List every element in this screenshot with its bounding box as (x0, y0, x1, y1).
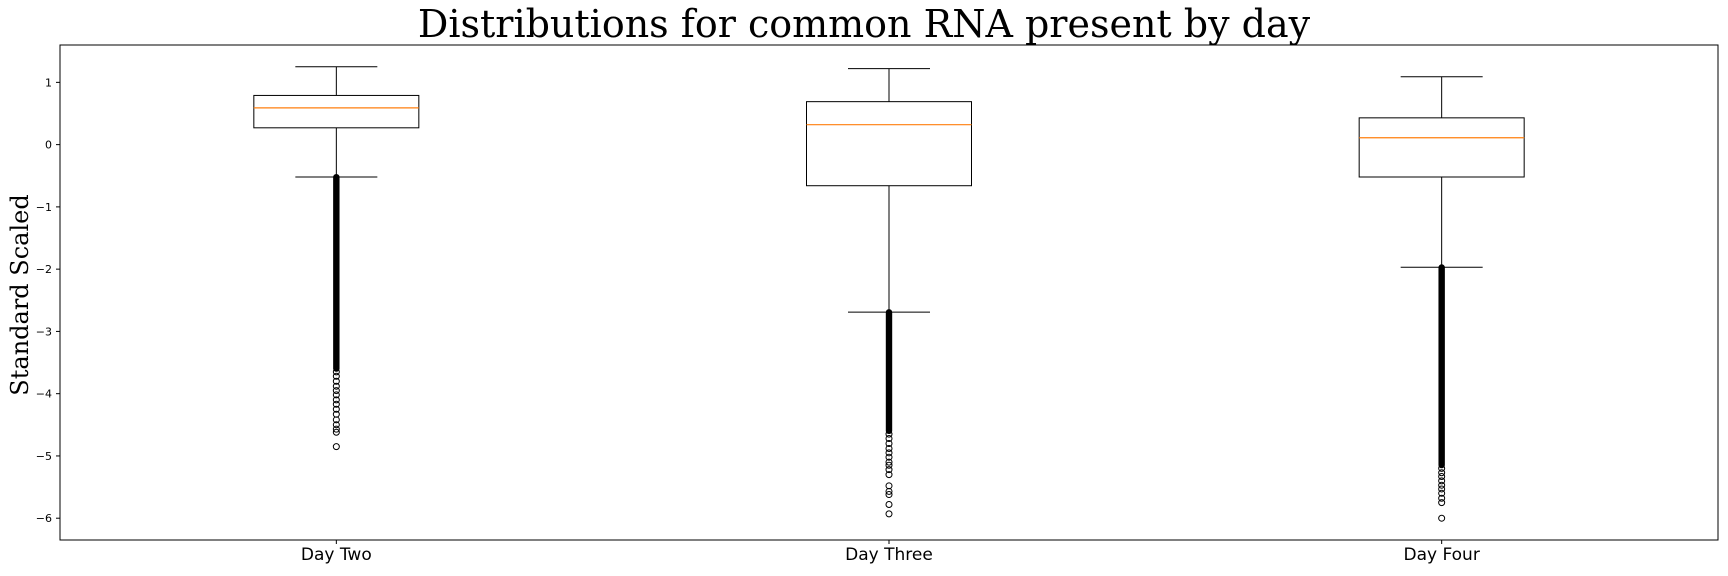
outlier-point (885, 510, 893, 518)
outlier-point (885, 501, 893, 509)
outlier-point (332, 396, 340, 404)
outlier-point (1438, 469, 1446, 477)
y-tick-label: 1 (45, 76, 52, 89)
y-tick-label: −4 (36, 388, 52, 401)
outlier-point (885, 466, 893, 474)
y-axis-label: Standard Scaled (6, 194, 34, 395)
outlier-point (1438, 489, 1446, 497)
y-tick-label: −1 (36, 201, 52, 214)
outlier-point (1438, 494, 1446, 502)
x-tick-label: Day Two (301, 545, 372, 565)
outlier-point (332, 387, 340, 395)
outlier-point (885, 449, 893, 457)
y-tick-label: −2 (36, 263, 52, 276)
outlier-point (332, 416, 340, 424)
outlier-point (1438, 477, 1446, 485)
outlier-point (885, 491, 893, 499)
outlier-point (1438, 464, 1446, 472)
box-group-day-four (1358, 76, 1525, 522)
box-group-day-three (806, 68, 972, 518)
chart-title: Distributions for common RNA present by … (418, 2, 1311, 46)
x-tick-label: Day Four (1404, 545, 1480, 565)
outlier-point (332, 382, 340, 390)
outlier-point (885, 435, 893, 443)
outlier-point (1438, 514, 1446, 522)
outlier-point (885, 444, 893, 452)
outlier-point (1438, 499, 1446, 507)
outlier-point (1438, 485, 1446, 493)
x-tick-label: Day Three (845, 545, 933, 565)
y-tick-label: 0 (45, 139, 52, 152)
outlier-point (885, 487, 893, 495)
outlier-point (885, 430, 893, 438)
outlier-point (1438, 472, 1446, 480)
outlier-point (332, 400, 340, 408)
plot-area: −6 −5 −4 −3 −2 −1 0 1 Day Two Day Three Day Four (36, 44, 1719, 565)
outlier-point (332, 428, 340, 436)
box-group-day-two (253, 66, 420, 451)
y-tick-label: −5 (36, 450, 52, 463)
box-iqr (253, 94, 420, 129)
outlier-point (332, 372, 340, 380)
outlier-point (885, 471, 893, 479)
box-iqr (806, 101, 972, 187)
outlier-point (885, 461, 893, 469)
y-tick-label: −6 (36, 512, 52, 525)
outlier-point (332, 368, 340, 376)
outlier-point (885, 453, 893, 461)
outlier-band (885, 309, 893, 435)
outlier-point (1438, 481, 1446, 489)
outlier-point (332, 425, 340, 433)
y-tick-label: −3 (36, 325, 52, 338)
outlier-point (885, 482, 893, 490)
outlier-point (332, 421, 340, 429)
outlier-point (885, 439, 893, 447)
outlier-point (332, 391, 340, 399)
outlier-point (885, 458, 893, 466)
outlier-point (332, 377, 340, 385)
outlier-band (333, 174, 340, 372)
box-iqr (1358, 117, 1525, 178)
outlier-point (332, 405, 340, 413)
outlier-band (1438, 264, 1445, 469)
outlier-point (332, 443, 340, 451)
